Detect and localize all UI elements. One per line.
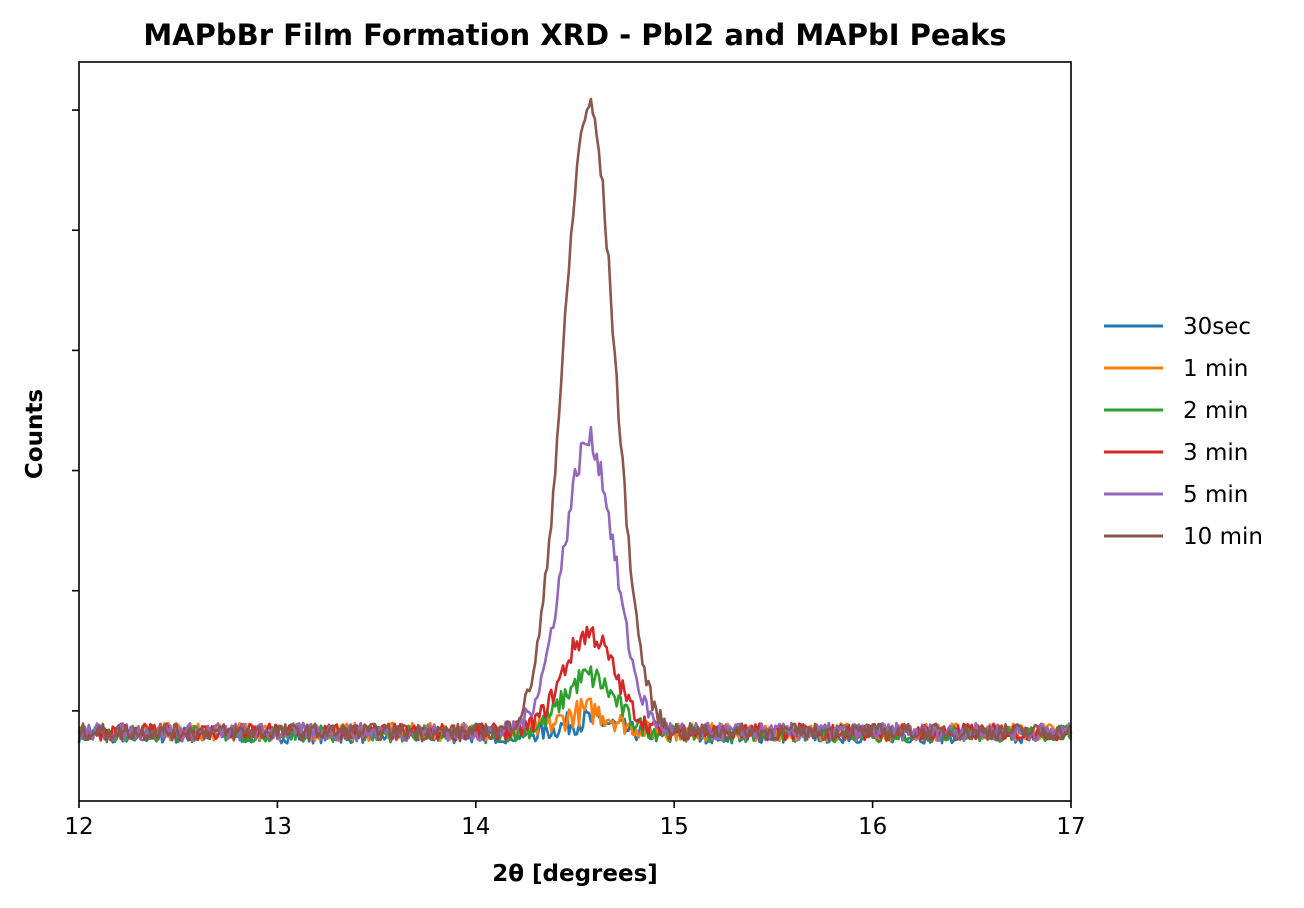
series-line-4: [77, 425, 1073, 743]
plot-frame: [78, 61, 1072, 802]
legend-label-1: 1 min: [1183, 356, 1248, 382]
x-axis-label: 2θ [degrees]: [492, 861, 658, 887]
legend-label-3: 3 min: [1183, 440, 1248, 466]
x-tick-label-4: 16: [858, 814, 887, 840]
series-line-5: [77, 97, 1072, 742]
legend-label-0: 30sec: [1183, 314, 1251, 340]
legend-label-5: 10 min: [1183, 524, 1263, 550]
x-tick-label-2: 14: [461, 814, 490, 840]
x-axis-ticks: 12 13 14 15 16 17: [64, 801, 1086, 840]
x-tick-label-3: 15: [660, 814, 689, 840]
legend-label-4: 5 min: [1183, 482, 1248, 508]
legend-label-2: 2 min: [1183, 398, 1248, 424]
series-layer: [77, 97, 1073, 745]
legend: 30sec 1 min 2 min 3 min 5 min 10 min: [1104, 314, 1263, 550]
y-axis-ticks: [72, 109, 79, 712]
series-line-2: [77, 665, 1073, 744]
x-tick-label-1: 13: [263, 814, 292, 840]
chart-title: MAPbBr Film Formation XRD - PbI2 and MAP…: [143, 18, 1006, 52]
y-axis-label: Counts: [22, 389, 48, 479]
x-tick-label-5: 17: [1056, 814, 1085, 840]
x-tick-label-0: 12: [64, 814, 93, 840]
